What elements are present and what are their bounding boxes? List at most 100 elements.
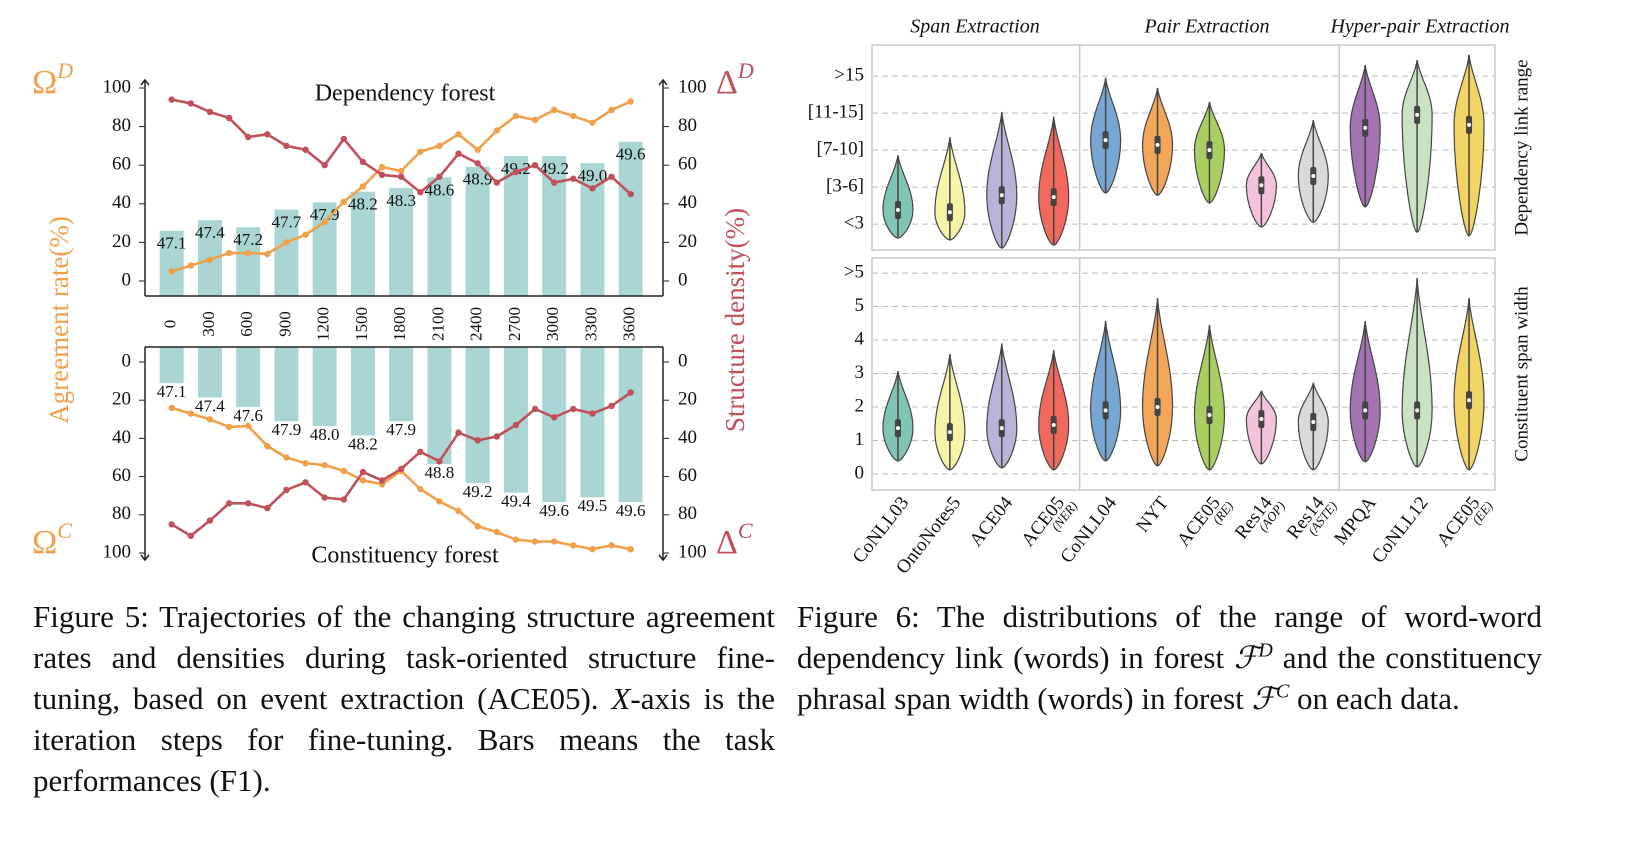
bar [350,347,375,436]
bar-value-label: 47.9 [386,420,416,439]
violin-median [947,210,952,215]
bar-value-label: 49.2 [501,159,531,178]
line-point [493,433,500,440]
line-point [378,163,386,171]
line-point [283,486,290,494]
line-point [417,148,424,155]
y-tick-label: 20 [112,231,131,252]
violin-median [1051,195,1056,200]
line-point [550,538,558,545]
group-title: Pair Extraction [1144,16,1270,38]
y-tick-label: 0 [122,350,132,371]
violin-median [947,430,952,435]
bar [312,347,337,426]
y2-tick-label: 60 [678,154,697,175]
violin-median [1467,398,1472,403]
line-point [512,536,520,543]
y-tick-label: 0 [855,462,865,483]
line-point [589,545,596,553]
line-point [359,477,367,484]
y-tick-label: 20 [112,389,131,410]
axis-symbol: ΔC [716,518,753,561]
y-tick-label: 5 [855,295,865,316]
line-point [531,538,539,545]
line-point [627,389,634,396]
caption-text: X [611,681,631,716]
line-point [359,158,367,166]
line-point [627,190,634,198]
violin-median [999,426,1004,431]
symbol-sup: C [738,518,753,543]
violin-median [1103,138,1108,143]
x-tick-label: 2700 [505,307,524,341]
line-point [608,402,615,410]
figures: 47.1 47.4 47.2 47.7 47.9 48.2 48.3 48.6 48.9 49.2… [32,16,1532,579]
line-point [436,142,443,150]
line-point [225,114,233,122]
y2-tick-label: 80 [678,503,697,524]
violin-median [1311,420,1316,425]
line-point [225,500,233,507]
bar-value-label: 47.9 [272,420,302,439]
y2-axis-label: Structure density(%) [720,208,750,432]
violin-median [1363,408,1368,413]
y-tick-label: 3 [855,362,865,383]
panel-title: Constituency forest [311,543,499,569]
line-point [474,160,481,167]
line-point [206,517,214,524]
line-point [531,162,539,169]
line-point [570,175,577,182]
bar-value-label: 48.9 [463,170,493,189]
panel-frame [871,44,1496,251]
line-point [283,142,290,150]
bar [427,177,452,296]
line-point [512,168,520,176]
line-point [302,231,309,238]
y-tick-label: 0 [122,269,132,290]
axis-arrow [658,554,668,562]
bar [618,347,643,503]
violin-median [1415,112,1420,117]
y-tick-label: 80 [112,115,131,136]
bar [465,347,490,484]
line-point [570,405,577,413]
caption-text: Figure 6: The distributions of the range… [797,599,1542,675]
symbol: Ω [32,524,57,561]
x-tick-label: 1500 [352,307,371,341]
bar-value-label: 49.6 [539,501,569,520]
line-point [187,410,194,417]
violin-median [895,208,900,213]
panel-frame [871,257,1496,491]
bar [542,347,567,503]
line-point [340,467,347,475]
line-point [168,96,175,103]
symbol-sup: D [737,58,754,83]
symbol-sup: C [57,518,72,543]
line-point [608,542,615,549]
bar [236,347,261,407]
x-tick-label: 3600 [620,307,639,341]
axis-symbol: ΩC [32,518,72,561]
bar [542,156,567,296]
bar-value-label: 49.0 [578,166,608,185]
line-point [244,500,252,507]
line-point [493,179,500,186]
x-tick-label: 2100 [428,307,447,341]
bar-value-label: 49.6 [616,501,646,520]
x-tick-label: 2400 [467,307,486,341]
bar [389,347,414,422]
y-tick-label: 1 [855,429,865,450]
line-point [550,179,558,186]
line-point [474,437,481,444]
line-point [359,468,367,476]
line-point [264,250,271,258]
x-tick-label: 3000 [543,307,562,341]
y-tick-label: 80 [112,503,131,524]
x-tick-label: 1800 [390,307,409,341]
axis-symbol: ΔD [716,58,754,101]
y-tick-label: >15 [834,64,864,85]
line-point [627,98,634,105]
x-tick-label: 600 [237,311,256,337]
line-point [206,416,214,423]
